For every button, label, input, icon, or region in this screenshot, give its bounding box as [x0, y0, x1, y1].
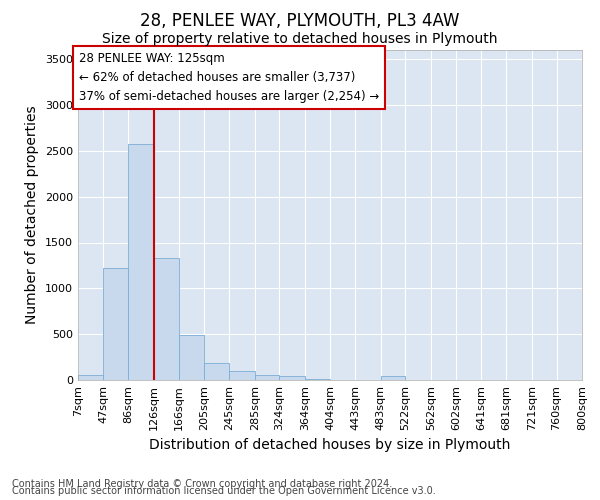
Text: Contains public sector information licensed under the Open Government Licence v3: Contains public sector information licen… — [12, 486, 436, 496]
X-axis label: Distribution of detached houses by size in Plymouth: Distribution of detached houses by size … — [149, 438, 511, 452]
Bar — [154, 258, 179, 380]
Y-axis label: Number of detached properties: Number of detached properties — [25, 106, 40, 324]
Bar — [380, 376, 406, 380]
Text: 28 PENLEE WAY: 125sqm
← 62% of detached houses are smaller (3,737)
37% of semi-d: 28 PENLEE WAY: 125sqm ← 62% of detached … — [79, 52, 379, 103]
Bar — [305, 378, 331, 380]
Text: 28, PENLEE WAY, PLYMOUTH, PL3 4AW: 28, PENLEE WAY, PLYMOUTH, PL3 4AW — [140, 12, 460, 30]
Bar — [229, 371, 254, 380]
Text: Contains HM Land Registry data © Crown copyright and database right 2024.: Contains HM Land Registry data © Crown c… — [12, 479, 392, 489]
Bar — [128, 144, 154, 380]
Bar — [254, 376, 280, 380]
Text: Size of property relative to detached houses in Plymouth: Size of property relative to detached ho… — [102, 32, 498, 46]
Bar — [78, 374, 103, 380]
Bar — [103, 268, 128, 380]
Bar — [280, 376, 305, 380]
Bar — [204, 363, 229, 380]
Bar — [179, 335, 204, 380]
